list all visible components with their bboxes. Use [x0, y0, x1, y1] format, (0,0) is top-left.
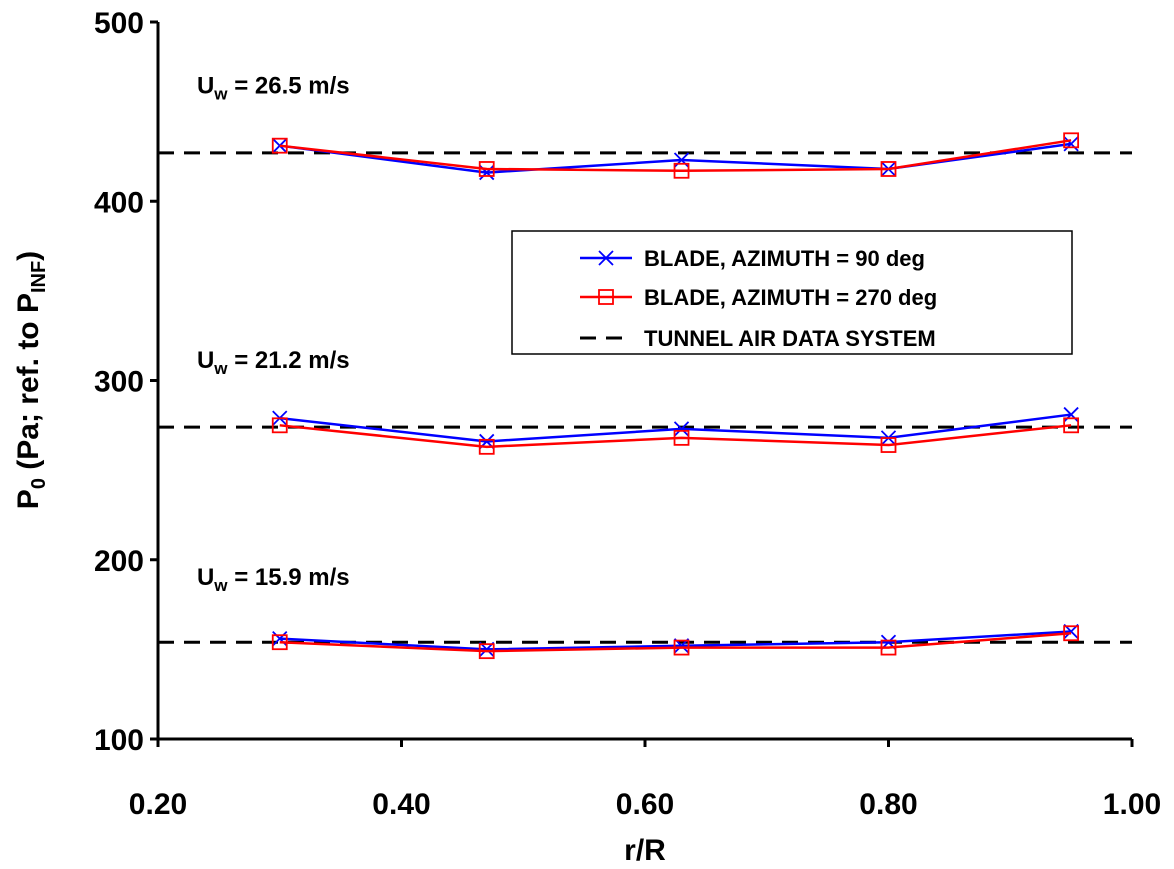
legend-box [511, 230, 1073, 355]
annotation-2: Uw = 15.9 m/s [197, 564, 350, 595]
annotation-0: Uw = 26.5 m/s [197, 73, 350, 104]
y-tick-label-0: 100 [94, 724, 144, 757]
series-0-point-1-2 [673, 421, 690, 437]
series-1-point-1-1 [478, 438, 495, 455]
series-1-point-1-3 [880, 437, 897, 453]
x-tick-label-4: 1.00 [1103, 788, 1161, 821]
y-tick-label-4: 500 [94, 7, 144, 40]
y-axis-title-sub-inf: INF [28, 261, 50, 293]
legend-marker-0-b [598, 250, 614, 266]
legend-label-0: BLADE, AZIMUTH = 90 deg [644, 246, 925, 271]
x-tick-label-0: 0.20 [129, 788, 187, 821]
series-1-line-2 [279, 631, 1072, 653]
series-1-line-1 [279, 424, 1072, 449]
series-0-point-0-4-b [1063, 136, 1079, 152]
series-0-point-1-4-b [1063, 406, 1079, 423]
y-axis-title-post: ) [12, 251, 45, 261]
series-1-point-2-1 [478, 643, 495, 660]
series-1-point-2-3 [880, 639, 897, 656]
legend-label-1: BLADE, AZIMUTH = 270 deg [644, 285, 937, 310]
series-1-point-2-2 [673, 639, 690, 656]
series-1-point-2-4 [1063, 625, 1080, 642]
series-0-point-0-2 [673, 152, 690, 168]
legend-marker-0 [598, 250, 614, 266]
legend-label-2: TUNNEL AIR DATA SYSTEM [644, 326, 936, 351]
series-0-point-2-0-b [272, 630, 288, 647]
y-tick-label-3: 400 [94, 186, 144, 219]
annotation-1: Uw = 21.2 m/s [197, 347, 350, 378]
x-tick-label-1: 0.40 [372, 788, 430, 821]
x-tick-label-2: 0.60 [616, 788, 674, 821]
series-1-point-1-4 [1063, 417, 1080, 434]
series-0-point-1-4 [1063, 406, 1079, 423]
y-axis-title-p: P [12, 489, 45, 509]
y-axis-title: P0 (Pa; ref. to PINF) [12, 251, 50, 509]
plot-series [158, 132, 1132, 660]
legend: BLADE, AZIMUTH = 90 deg BLADE, AZIMUTH = … [511, 230, 1073, 355]
series-1-point-0-0 [271, 137, 288, 154]
legend-marker-1 [598, 289, 614, 305]
y-tick-label-1: 200 [94, 545, 144, 578]
axis-ticks: 100 200 300 400 500 0.20 0.40 0.60 0.80 1.00 [94, 7, 1161, 821]
x-axis-title: r/R [624, 834, 666, 867]
y-axis-title-mid: (Pa; ref. to P [12, 293, 45, 478]
series-1-point-0-3 [880, 161, 897, 177]
y-axis-title-sub0: 0 [28, 478, 50, 489]
series-0-point-0-2-b [673, 152, 690, 168]
series-1-point-2-0 [271, 634, 288, 651]
series-1-line-0 [279, 139, 1072, 173]
y-tick-label-2: 300 [94, 366, 144, 399]
series-0-point-1-2-b [673, 421, 690, 437]
annotations: Uw = 26.5 m/s Uw = 21.2 m/s Uw = 15.9 m/s [197, 73, 350, 595]
series-1-point-1-0 [271, 417, 288, 434]
series-0-point-0-4 [1063, 136, 1079, 152]
x-tick-label-3: 0.80 [859, 788, 917, 821]
series-1-point-0-4 [1063, 132, 1080, 149]
series-1-point-1-2 [673, 429, 690, 446]
series-1-point-0-2 [673, 162, 690, 179]
series-1-point-0-1 [478, 161, 495, 177]
